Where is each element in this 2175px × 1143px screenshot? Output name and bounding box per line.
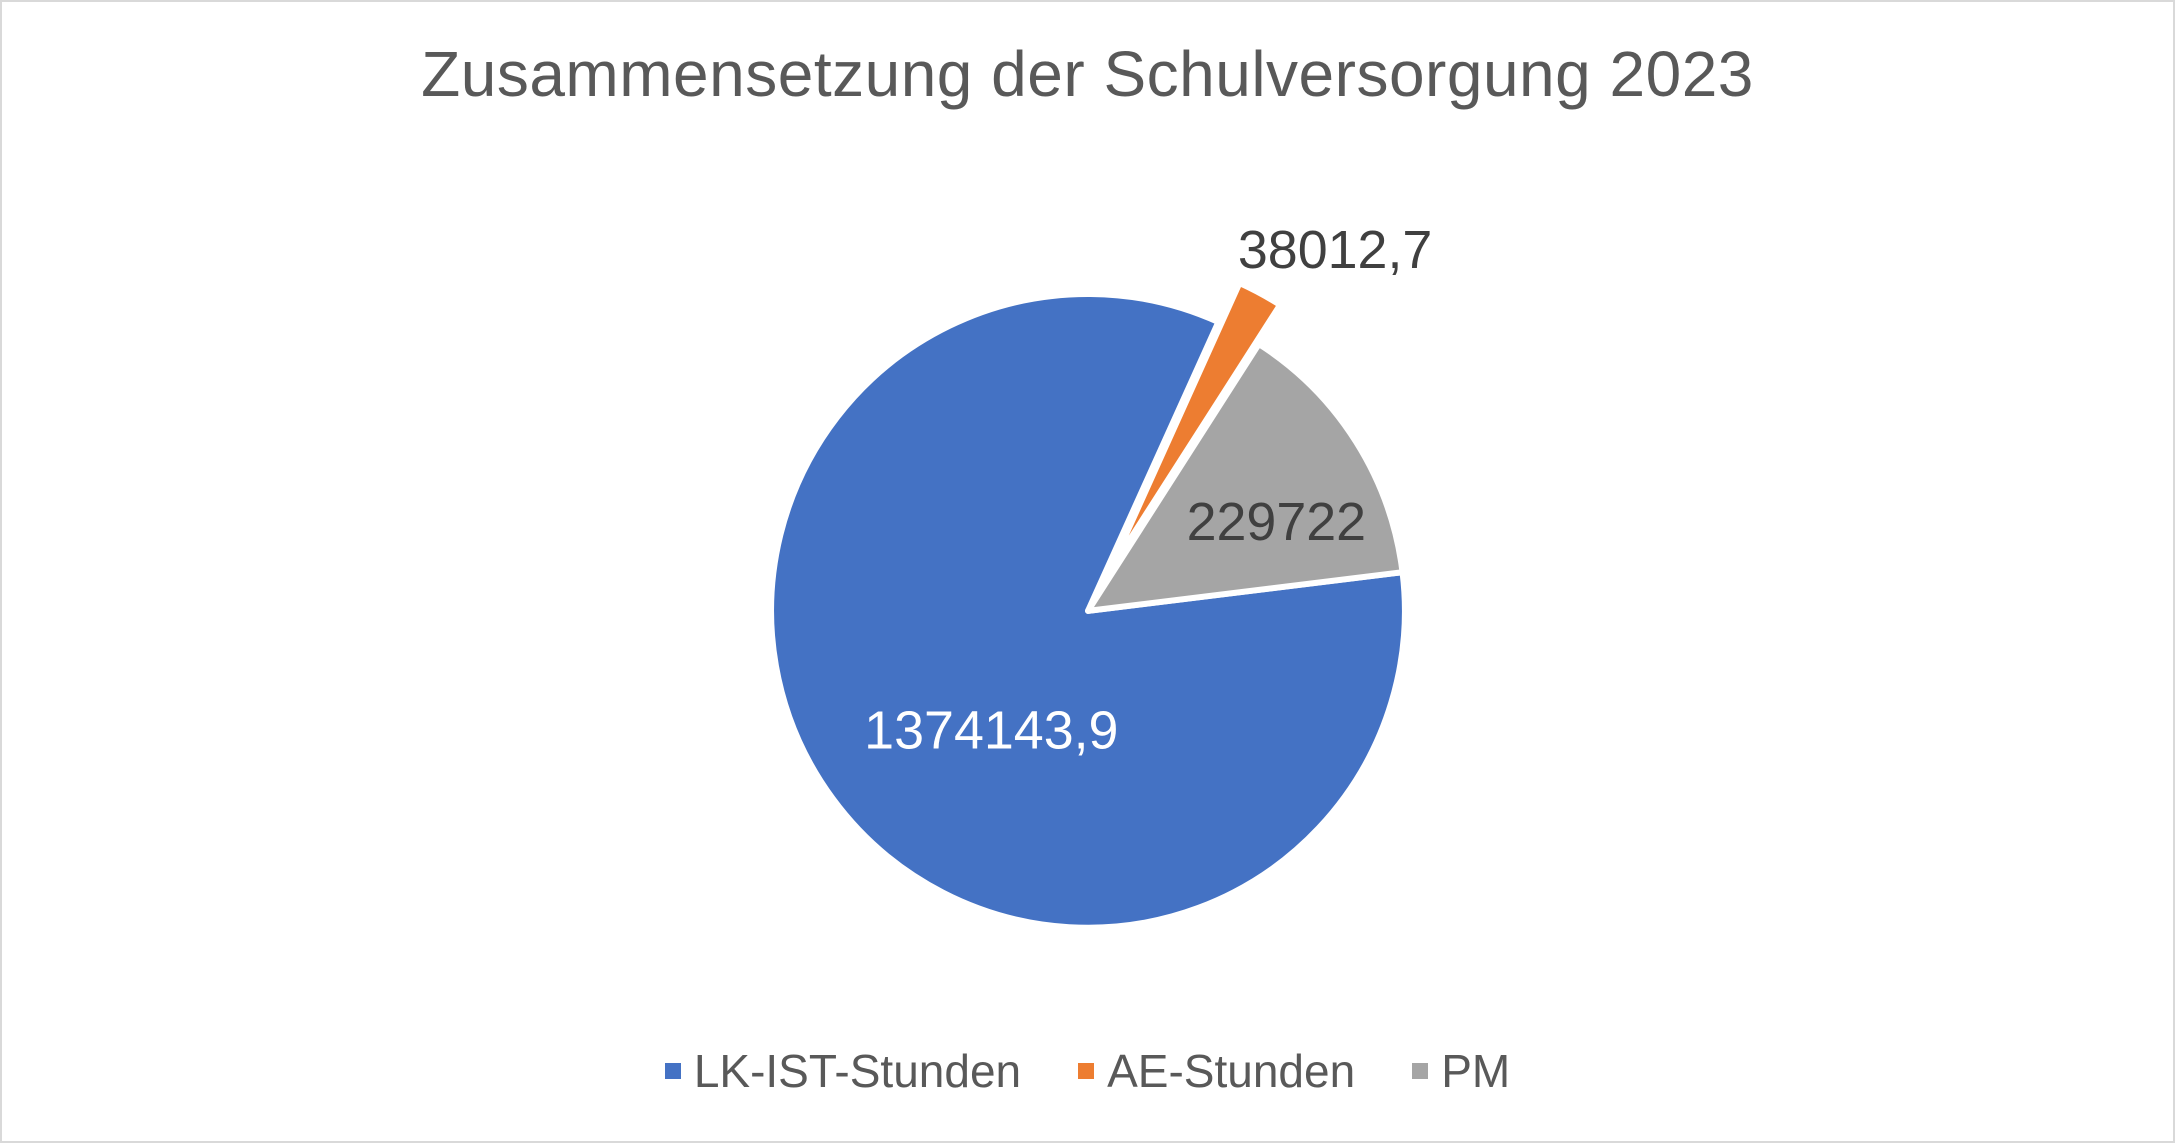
pie-slice-pm[interactable]	[1085, 341, 1406, 614]
legend-swatch-pm	[1412, 1063, 1429, 1080]
legend: LK-IST-Stunden AE-Stunden PM	[2, 1046, 2173, 1097]
legend-label-ae-stunden: AE-Stunden	[1107, 1045, 1356, 1097]
legend-swatch-ae-stunden	[1078, 1063, 1095, 1080]
legend-item-lk-ist-stunden[interactable]: LK-IST-Stunden	[664, 1045, 1022, 1097]
pie-slice-ae-stunden[interactable]	[1106, 280, 1284, 575]
legend-item-pm[interactable]: PM	[1412, 1046, 1510, 1097]
data-label-pm: 229722	[1187, 492, 1367, 552]
legend-label-lk-ist-stunden: LK-IST-Stunden	[693, 1045, 1022, 1097]
pie-labels-group: 1374143,9 38012,7 229722	[864, 220, 1432, 760]
data-label-lk-ist-stunden: 1374143,9	[864, 700, 1118, 760]
pie-slices-group	[768, 280, 1408, 931]
legend-item-ae-stunden[interactable]: AE-Stunden	[1078, 1046, 1355, 1097]
chart-title: Zusammensetzung der Schulversorgung 2023	[421, 38, 1754, 110]
data-label-ae-stunden: 38012,7	[1238, 220, 1432, 280]
legend-swatch-lk-ist-stunden	[664, 1063, 681, 1080]
legend-label-pm: PM	[1441, 1045, 1511, 1097]
